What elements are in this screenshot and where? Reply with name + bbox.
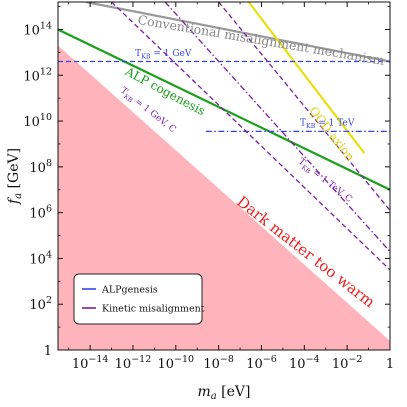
y-tick-label: 1010 (23, 112, 52, 130)
plot-frame (57, 1, 391, 351)
x-axis-title: ma [eV] (197, 384, 250, 402)
x-tick-label: 10−10 (158, 354, 195, 372)
series-line-8 (218, 2, 390, 211)
y-tick-label: 104 (29, 249, 52, 267)
x-tick-label: 10−6 (246, 354, 277, 372)
series-line-7 (164, 2, 390, 252)
legend-label: Kinetic misalignment (102, 304, 205, 315)
annotation-tkb-1tev: TKB = 1 TeV (300, 119, 355, 131)
x-tick-label: 10−12 (115, 354, 152, 372)
series-line-6 (111, 2, 390, 271)
annotation-tkb-1gev: TKB = 1 GeV (135, 49, 192, 61)
y-tick-label: 1 (44, 344, 52, 359)
x-tick-label: 1 (386, 357, 394, 372)
legend-box (73, 273, 203, 325)
x-tick-label: 10−4 (289, 354, 320, 372)
x-tick-label: 10−14 (72, 354, 109, 372)
series-line-1 (85, 2, 390, 63)
annotation-tkb-1tev-c: TKB = 1 TeV, C (295, 157, 354, 206)
y-tick-label: 1012 (23, 66, 52, 84)
x-tick-label: 10−2 (332, 354, 363, 372)
y-tick-label: 108 (29, 158, 52, 176)
annotation-conventional-misalignment: Conventional misalignment mechanism (137, 12, 386, 68)
y-tick-label: 102 (29, 295, 52, 313)
legend: ALPgenesis Kinetic misalignment (73, 273, 205, 325)
series-line-2 (247, 2, 366, 154)
y-tick-label: 1014 (23, 20, 52, 38)
legend-label: ALPgenesis (101, 285, 158, 296)
annotation-alp-cogenesis: ALP cogenesis (122, 64, 207, 118)
y-tick-label: 106 (29, 204, 52, 222)
y-axis-title: fa [GeV] (6, 148, 24, 205)
x-tick-label: 10−8 (203, 354, 234, 372)
